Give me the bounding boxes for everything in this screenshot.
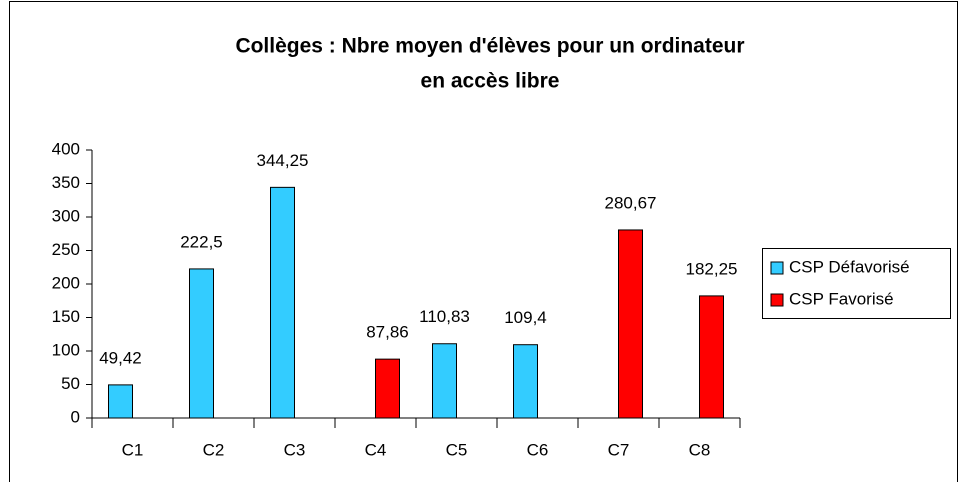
legend-label: CSP Défavorisé: [789, 257, 910, 276]
data-label: 222,5: [180, 232, 223, 251]
bar: [189, 268, 214, 419]
y-tick-label: 350: [52, 173, 80, 192]
legend-box: [762, 248, 951, 319]
bar: [699, 295, 724, 419]
x-tick-label: C1: [122, 440, 144, 459]
data-label: 109,4: [504, 308, 547, 327]
chart-title: en accès libre: [421, 70, 560, 93]
bar: [375, 358, 400, 419]
x-tick-label: C4: [365, 440, 387, 459]
data-label: 49,42: [99, 348, 142, 367]
bar: [108, 384, 133, 419]
bar: [432, 343, 457, 419]
x-tick-label: C5: [446, 440, 468, 459]
data-label: 87,86: [366, 323, 409, 342]
y-tick-label: 300: [52, 206, 80, 225]
y-tick-label: 250: [52, 240, 80, 259]
data-label: 110,83: [419, 307, 470, 326]
x-tick-label: C7: [608, 440, 630, 459]
x-tick-label: C6: [527, 440, 549, 459]
y-tick-label: 200: [52, 273, 80, 292]
x-tick-label: C2: [203, 440, 225, 459]
data-label: 280,67: [605, 193, 657, 212]
bar: [270, 186, 295, 419]
legend-swatch: [770, 261, 784, 275]
bar: [513, 344, 538, 419]
y-tick-label: 400: [52, 139, 80, 158]
x-tick-label: C8: [689, 440, 711, 459]
bar: [618, 229, 643, 419]
y-tick-label: 0: [71, 407, 80, 426]
chart-title: Collèges : Nbre moyen d'élèves pour un o…: [235, 35, 744, 58]
x-tick-label: C3: [284, 440, 306, 459]
chart-frame: [9, 1, 958, 482]
y-tick-label: 50: [61, 374, 80, 393]
y-tick-label: 150: [52, 307, 80, 326]
legend-label: CSP Favorisé: [789, 289, 894, 308]
data-label: 182,25: [686, 259, 738, 278]
legend-swatch: [770, 293, 784, 307]
data-label: 344,25: [257, 151, 309, 170]
y-tick-label: 100: [52, 340, 80, 359]
